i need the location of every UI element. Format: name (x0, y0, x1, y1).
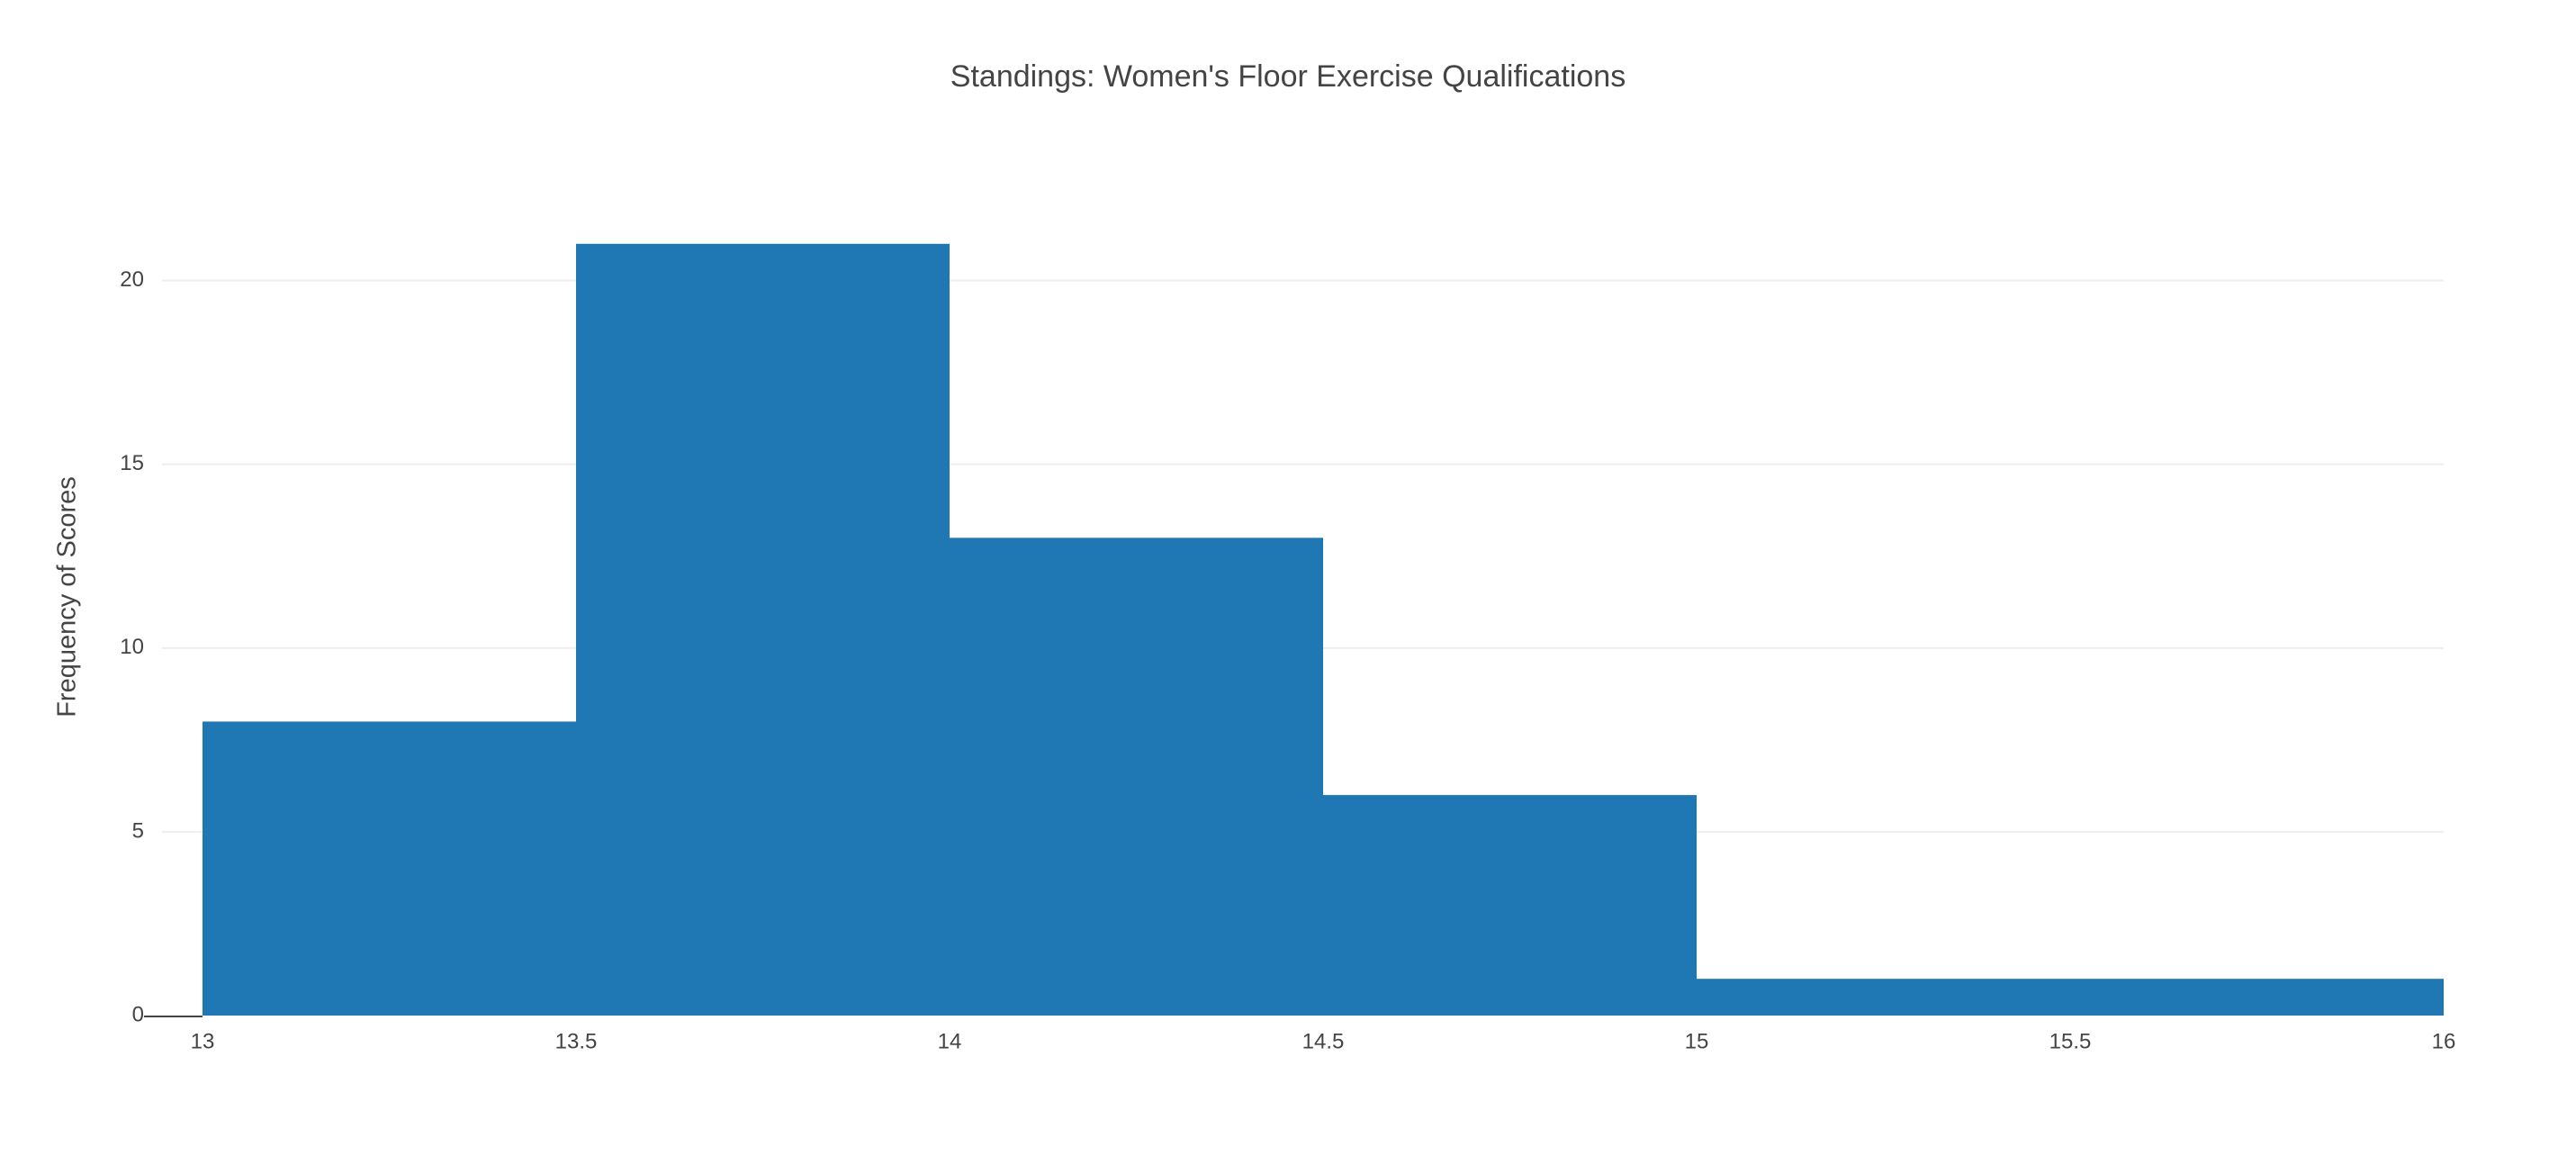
bars (203, 243, 2444, 1016)
x-tick-label-2: 14 (938, 1029, 962, 1053)
x-tick-label-4: 15 (1685, 1029, 1709, 1053)
histogram-bar-3 (1323, 795, 1697, 1016)
histogram-bar-0 (203, 721, 576, 1016)
x-tick-label-5: 15.5 (2049, 1029, 2092, 1053)
x-tick-label-3: 14.5 (1302, 1029, 1345, 1053)
histogram-bar-1 (576, 243, 950, 1016)
x-axis-ticks: 13 13.5 14 14.5 15 15.5 16 (191, 1029, 2456, 1053)
y-tick-label-0: 0 (132, 1002, 144, 1026)
y-tick-label-2: 10 (120, 635, 144, 659)
y-axis-ticks: 0 5 10 15 20 (120, 267, 144, 1026)
y-tick-label-4: 20 (120, 267, 144, 292)
chart-title: Standings: Women's Floor Exercise Qualif… (950, 59, 1626, 94)
y-tick-label-1: 5 (132, 818, 144, 843)
x-tick-label-1: 13.5 (555, 1029, 598, 1053)
y-tick-label-3: 15 (120, 451, 144, 475)
histogram-bar-4 (1697, 979, 2444, 1016)
x-tick-label-6: 16 (2432, 1029, 2456, 1053)
histogram-bar-2 (950, 537, 1323, 1016)
x-tick-label-0: 13 (191, 1029, 215, 1053)
y-axis-title: Frequency of Scores (53, 476, 82, 718)
